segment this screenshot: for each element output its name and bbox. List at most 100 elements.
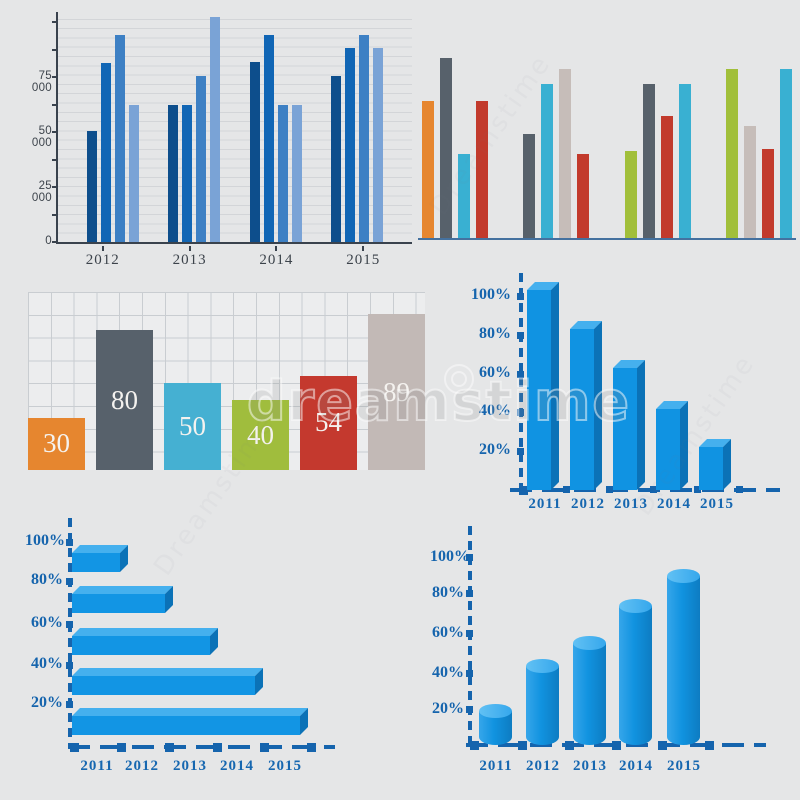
x-tick-label: 2013 — [573, 758, 607, 774]
tick-square — [117, 743, 126, 752]
tick-square — [517, 370, 524, 378]
tick-square — [565, 740, 574, 750]
tick-square — [563, 485, 570, 493]
bar — [624, 150, 637, 238]
bar-3d-horizontal — [72, 676, 255, 695]
x-tick-label: 2013 — [173, 758, 207, 774]
bar-3d-horizontal — [72, 716, 300, 735]
y-axis — [68, 518, 72, 748]
tick-square — [66, 578, 73, 585]
bar — [725, 68, 738, 238]
tick-square — [213, 743, 222, 752]
tick-square — [650, 485, 657, 493]
x-tick-label: 2013 — [614, 496, 648, 512]
bar-3d-horizontal — [72, 594, 165, 613]
bar-value-label: 89 — [383, 376, 410, 407]
y-tick-label: 100% — [471, 286, 511, 303]
bar — [101, 62, 112, 242]
tick-square — [466, 554, 473, 561]
bar — [559, 68, 572, 238]
y-axis-tick — [52, 158, 58, 161]
bar — [330, 75, 341, 242]
tick-square — [606, 485, 613, 493]
bar — [761, 148, 774, 238]
tick-square — [705, 740, 714, 750]
y-tick-label: 100% — [430, 548, 470, 565]
bar-3d-2015 — [699, 447, 723, 490]
bar — [577, 154, 590, 238]
bar — [422, 101, 434, 238]
x-tick-label: 2012 — [571, 496, 605, 512]
cylinder-bar-2012 — [526, 659, 559, 745]
cylinder-bar-2014 — [619, 598, 652, 745]
y-tick-label: 25 000 — [31, 180, 52, 204]
chart-value-labeled-bars: 30 80 50 40 54 89 — [28, 292, 425, 470]
x-axis-tick — [362, 246, 365, 251]
tick-square — [466, 706, 473, 713]
bar — [115, 35, 126, 242]
bar-value-label: 30 — [43, 428, 70, 459]
y-axis-tick — [52, 213, 58, 216]
tick-square — [517, 448, 524, 456]
y-tick-label: 20% — [31, 694, 63, 711]
bar-groups — [58, 12, 412, 242]
bar-group-4 — [725, 68, 792, 238]
x-axis — [68, 745, 335, 749]
y-tick-label: 80% — [479, 324, 511, 342]
bar: 50 — [164, 382, 221, 470]
y-tick-label: 100% — [25, 532, 65, 549]
bar-group-2 — [523, 68, 590, 238]
bar-3d-2012 — [570, 328, 594, 490]
bar — [541, 84, 554, 238]
bar-groups — [418, 38, 796, 238]
y-tick-label: 80% — [432, 584, 464, 601]
tick-square — [519, 485, 528, 495]
tick-square — [694, 485, 701, 493]
x-tick-label: 2012 — [526, 758, 560, 774]
bar — [660, 116, 673, 238]
bar-group-2014 — [249, 35, 302, 242]
y-axis-tick — [52, 186, 58, 188]
x-tick-label: 2011 — [80, 758, 114, 774]
chart-bars-3d-descending: 100% 80% 60% 40% 20% 2011 2012 2013 2014 2015 — [455, 268, 795, 512]
tick-square — [518, 740, 527, 750]
x-tick-label: 2011 — [479, 758, 513, 774]
x-axis-labels: 2012 2013 2014 2015 — [56, 246, 410, 269]
tick-square — [70, 743, 79, 752]
bar-value-label: 54 — [315, 407, 342, 438]
y-axis-tick — [52, 241, 58, 243]
bar-group-2015 — [330, 35, 383, 242]
y-axis-tick — [52, 76, 58, 78]
cylinder-bar-2015 — [667, 568, 700, 745]
bar-group-3 — [624, 84, 691, 238]
y-axis — [519, 273, 523, 490]
bar-group-2013 — [168, 16, 221, 242]
bar — [87, 130, 98, 242]
bar — [196, 75, 207, 242]
y-tick-label: 20% — [479, 441, 511, 459]
y-tick-label: 60% — [479, 363, 511, 381]
bar — [129, 104, 140, 242]
bar-3d-2013 — [613, 367, 637, 490]
bar: 40 — [232, 400, 289, 470]
bar-3d-2011 — [527, 290, 551, 490]
bar — [743, 125, 756, 238]
cylinder-bar-2011 — [479, 704, 512, 745]
bar — [476, 101, 488, 238]
bar-group-1 — [422, 57, 488, 238]
bar-3d-horizontal — [72, 553, 120, 572]
tick-square — [466, 670, 473, 677]
y-axis-tick — [52, 48, 58, 51]
x-tick-label: 2011 — [528, 496, 562, 512]
bar — [168, 104, 179, 242]
bar-3d-horizontal — [72, 636, 210, 655]
tick-square — [66, 621, 73, 628]
tick-square — [470, 740, 479, 750]
x-tick-label: 2014 — [619, 758, 653, 774]
x-tick-label: 2014 — [236, 246, 316, 269]
y-tick-label: 80% — [31, 571, 63, 588]
x-tick-label: 2015 — [700, 496, 734, 512]
tick-square — [66, 539, 73, 546]
x-tick-label: 2013 — [150, 246, 230, 269]
